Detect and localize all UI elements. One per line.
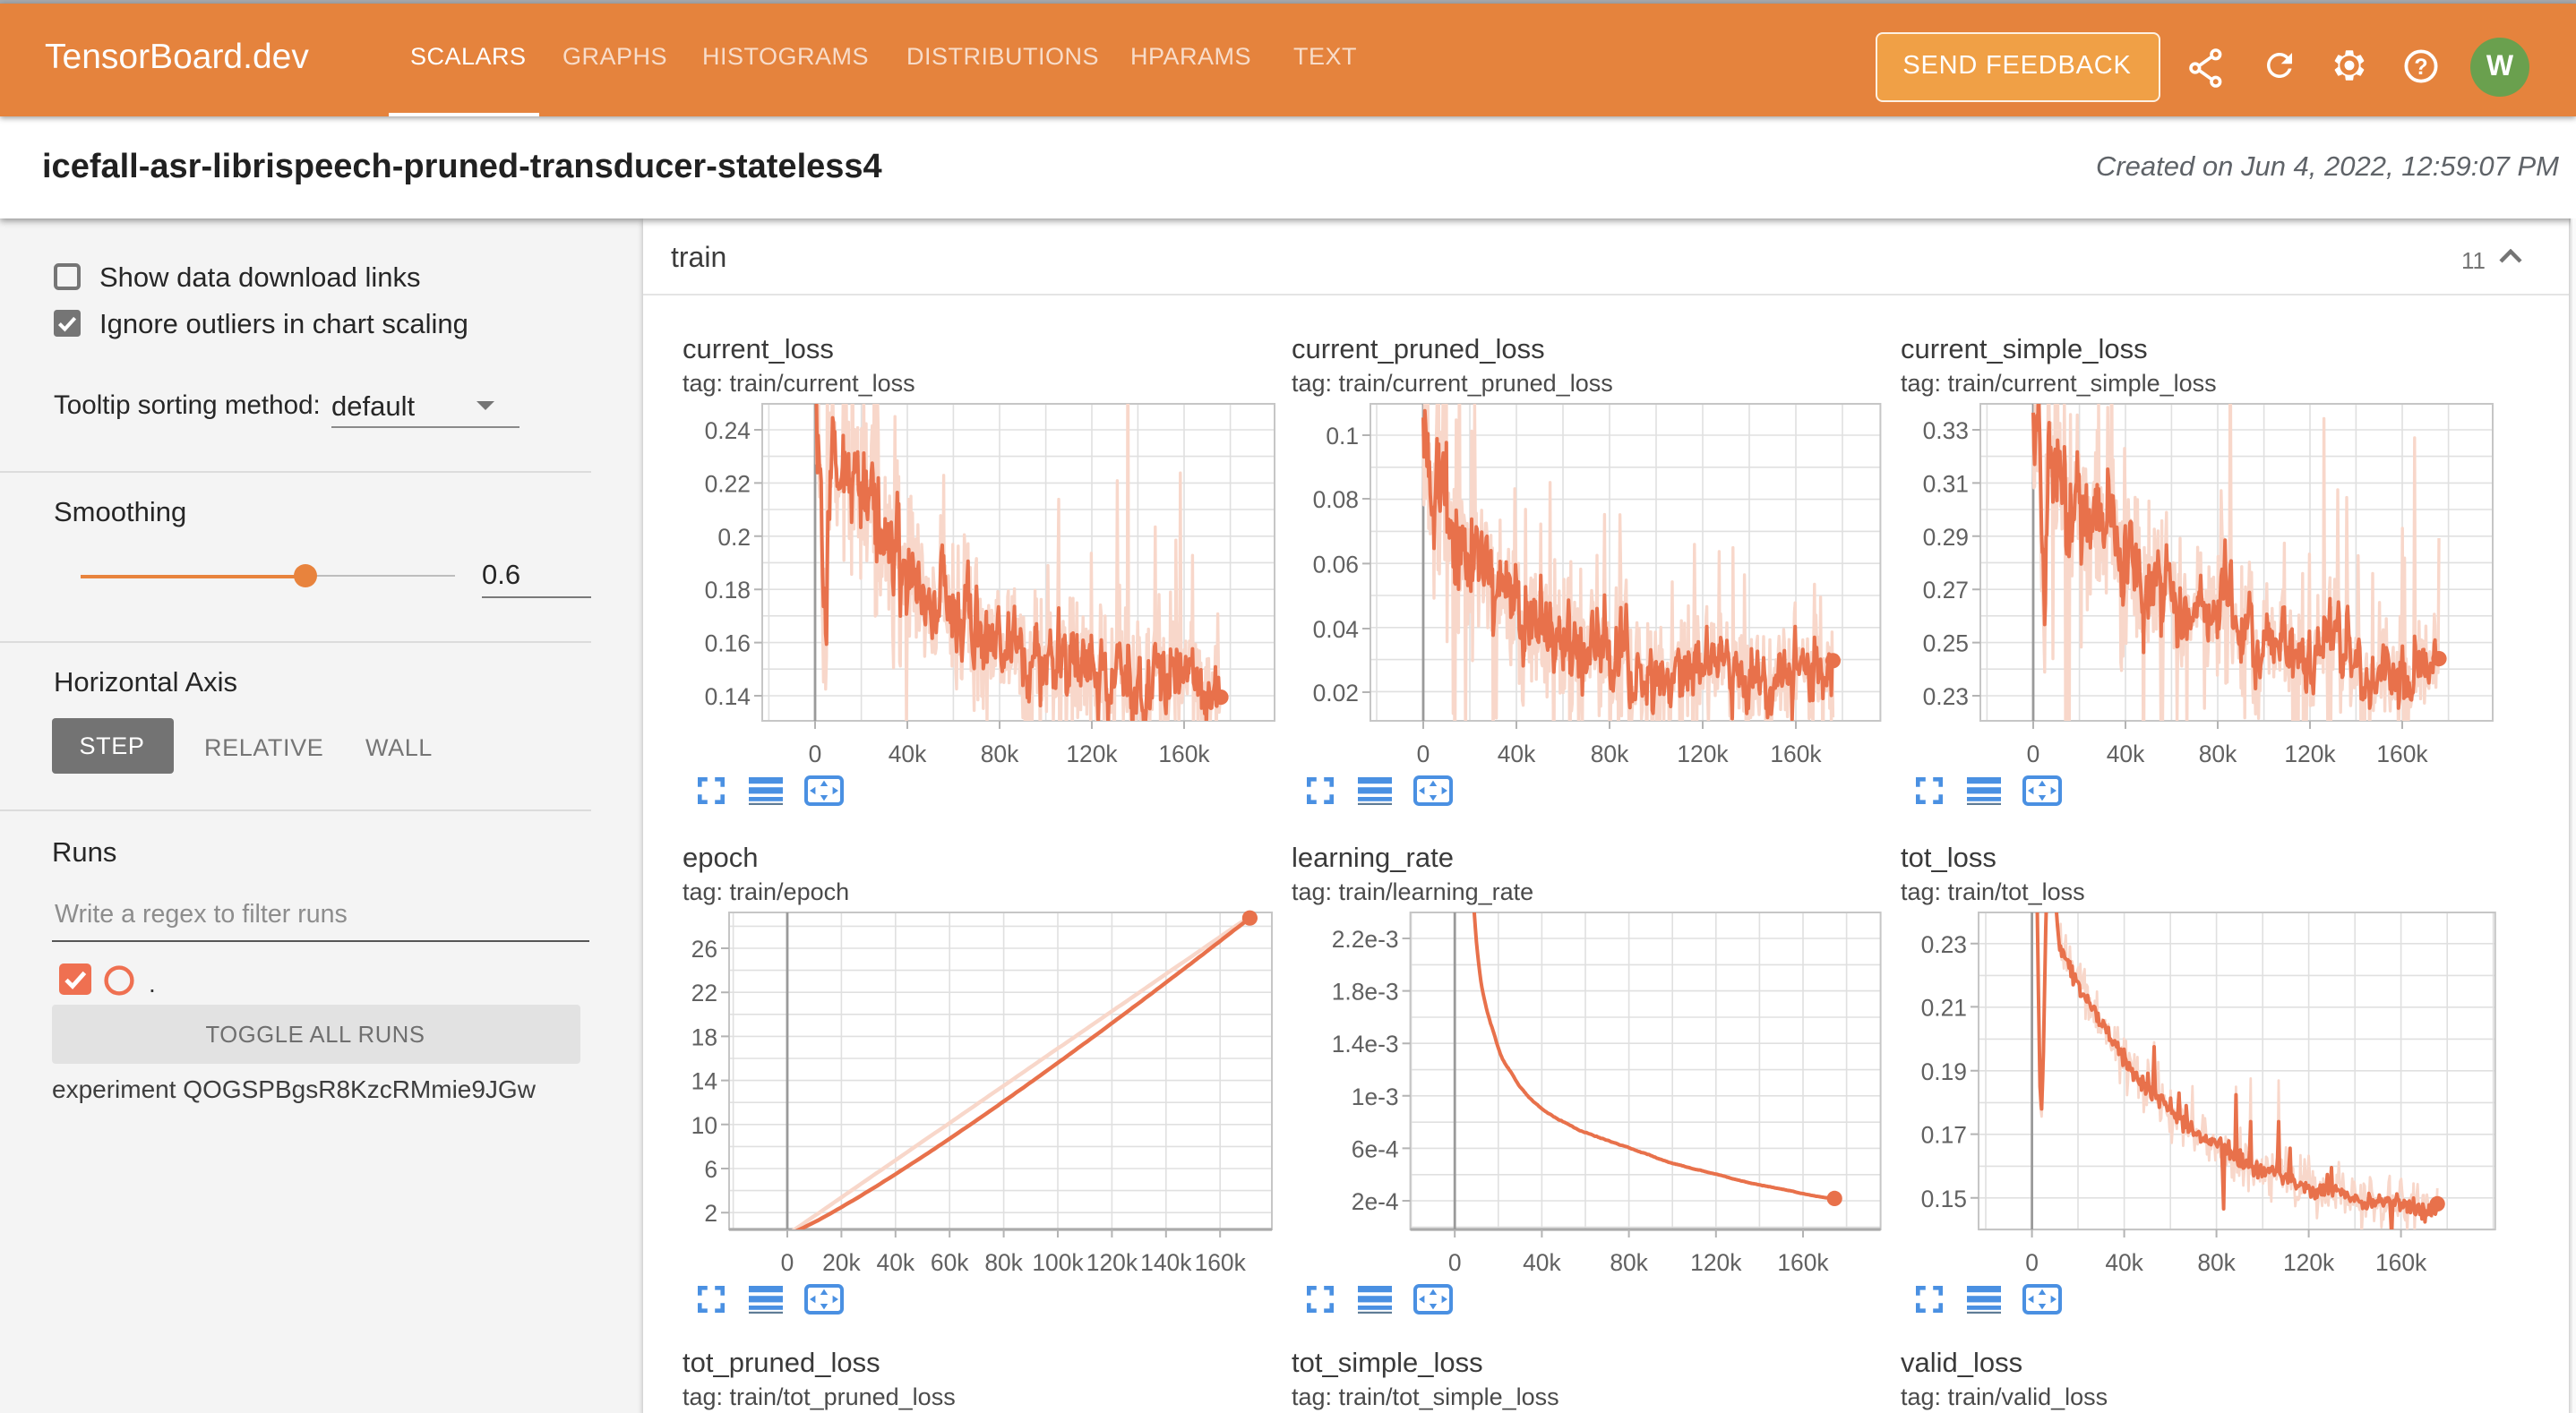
svg-text:140k: 140k: [1139, 1248, 1191, 1275]
svg-text:0.22: 0.22: [704, 470, 750, 497]
svg-text:current_pruned_loss: current_pruned_loss: [1291, 333, 1544, 364]
svg-text:0.24: 0.24: [704, 417, 750, 444]
svg-text:0: 0: [808, 741, 821, 767]
svg-text:120k: 120k: [1676, 741, 1728, 767]
svg-text:tot_simple_loss: tot_simple_loss: [1291, 1346, 1482, 1377]
svg-text:26: 26: [691, 935, 717, 962]
svg-text:160k: 160k: [2375, 741, 2427, 767]
svg-text:0.08: 0.08: [1312, 486, 1358, 513]
svg-text:tag: train/tot_pruned_loss: tag: train/tot_pruned_loss: [682, 1383, 955, 1409]
svg-text:160k: 160k: [1776, 1248, 1828, 1275]
svg-text:0.27: 0.27: [1922, 577, 1968, 604]
svg-text:current_loss: current_loss: [682, 333, 833, 364]
svg-text:0.15: 0.15: [1920, 1185, 1966, 1212]
svg-text:0: 0: [2026, 741, 2039, 767]
svg-text:?: ?: [2414, 55, 2427, 80]
svg-text:0.18: 0.18: [704, 577, 750, 604]
svg-text:80k: 80k: [983, 1248, 1022, 1275]
svg-text:0.25: 0.25: [1922, 630, 1968, 657]
svg-text:40k: 40k: [876, 1248, 914, 1275]
svg-text:1.4e-3: 1.4e-3: [1331, 1030, 1398, 1057]
svg-text:0.33: 0.33: [1922, 417, 1968, 444]
svg-text:120k: 120k: [1689, 1248, 1741, 1275]
svg-text:60k: 60k: [930, 1248, 968, 1275]
svg-text:80k: 80k: [1609, 1248, 1647, 1275]
svg-text:0: 0: [1416, 741, 1430, 767]
svg-text:18: 18: [691, 1023, 717, 1049]
svg-text:tag: train/valid_loss: tag: train/valid_loss: [1900, 1383, 2107, 1409]
svg-text:0.17: 0.17: [1920, 1121, 1966, 1148]
svg-text:1e-3: 1e-3: [1351, 1083, 1398, 1109]
svg-text:epoch: epoch: [682, 841, 757, 872]
svg-text:0: 0: [2024, 1248, 2038, 1275]
svg-text:0.19: 0.19: [1920, 1058, 1966, 1084]
svg-text:160k: 160k: [1157, 741, 1209, 767]
svg-text:2.2e-3: 2.2e-3: [1331, 925, 1398, 952]
svg-text:14: 14: [691, 1067, 717, 1094]
svg-text:160k: 160k: [1194, 1248, 1246, 1275]
svg-text:tag: train/current_simple_loss: tag: train/current_simple_loss: [1900, 370, 2216, 397]
svg-text:120k: 120k: [1086, 1248, 1138, 1275]
svg-text:0: 0: [1447, 1248, 1461, 1275]
svg-text:0.29: 0.29: [1922, 524, 1968, 551]
svg-text:tag: train/current_pruned_loss: tag: train/current_pruned_loss: [1291, 370, 1612, 397]
svg-text:2e-4: 2e-4: [1351, 1187, 1398, 1214]
svg-text:tag: train/learning_rate: tag: train/learning_rate: [1291, 878, 1533, 904]
svg-text:0.23: 0.23: [1922, 683, 1968, 710]
svg-text:0.31: 0.31: [1922, 470, 1968, 497]
svg-text:tag: train/tot_simple_loss: tag: train/tot_simple_loss: [1291, 1383, 1558, 1409]
svg-text:0.16: 0.16: [704, 630, 750, 657]
svg-text:0.23: 0.23: [1920, 930, 1966, 957]
svg-text:0.02: 0.02: [1312, 680, 1358, 706]
svg-text:tot_loss: tot_loss: [1900, 841, 1996, 872]
svg-text:20k: 20k: [821, 1248, 860, 1275]
svg-text:160k: 160k: [1769, 741, 1821, 767]
svg-text:80k: 80k: [2198, 741, 2237, 767]
svg-text:160k: 160k: [2374, 1248, 2426, 1275]
svg-text:40k: 40k: [2106, 741, 2144, 767]
svg-text:0: 0: [780, 1248, 794, 1275]
svg-text:40k: 40k: [888, 741, 926, 767]
svg-text:0.14: 0.14: [704, 683, 750, 710]
svg-text:6e-4: 6e-4: [1351, 1135, 1398, 1161]
svg-text:0.04: 0.04: [1312, 616, 1358, 643]
svg-text:0.21: 0.21: [1920, 993, 1966, 1020]
svg-text:120k: 120k: [1065, 741, 1117, 767]
svg-text:40k: 40k: [1497, 741, 1535, 767]
svg-text:current_simple_loss: current_simple_loss: [1900, 333, 2147, 364]
svg-text:tot_pruned_loss: tot_pruned_loss: [682, 1346, 880, 1377]
svg-text:22: 22: [691, 979, 717, 1006]
svg-text:100k: 100k: [1031, 1248, 1083, 1275]
svg-text:40k: 40k: [2104, 1248, 2142, 1275]
svg-text:80k: 80k: [2196, 1248, 2235, 1275]
svg-text:6: 6: [703, 1155, 717, 1182]
svg-text:tag: train/tot_loss: tag: train/tot_loss: [1900, 878, 2084, 904]
svg-text:valid_loss: valid_loss: [1900, 1346, 2022, 1377]
svg-text:2: 2: [703, 1199, 717, 1226]
svg-text:80k: 80k: [1590, 741, 1628, 767]
svg-text:0.06: 0.06: [1312, 551, 1358, 578]
svg-text:120k: 120k: [2282, 1248, 2334, 1275]
svg-text:120k: 120k: [2283, 741, 2335, 767]
svg-text:learning_rate: learning_rate: [1291, 841, 1453, 872]
svg-text:tag: train/epoch: tag: train/epoch: [682, 878, 848, 904]
svg-text:10: 10: [691, 1111, 717, 1138]
svg-text:80k: 80k: [980, 741, 1018, 767]
svg-text:1.8e-3: 1.8e-3: [1331, 978, 1398, 1005]
svg-text:40k: 40k: [1522, 1248, 1560, 1275]
svg-text:0.1: 0.1: [1325, 423, 1358, 450]
svg-text:0.2: 0.2: [717, 524, 750, 551]
svg-text:tag: train/current_loss: tag: train/current_loss: [682, 370, 914, 397]
